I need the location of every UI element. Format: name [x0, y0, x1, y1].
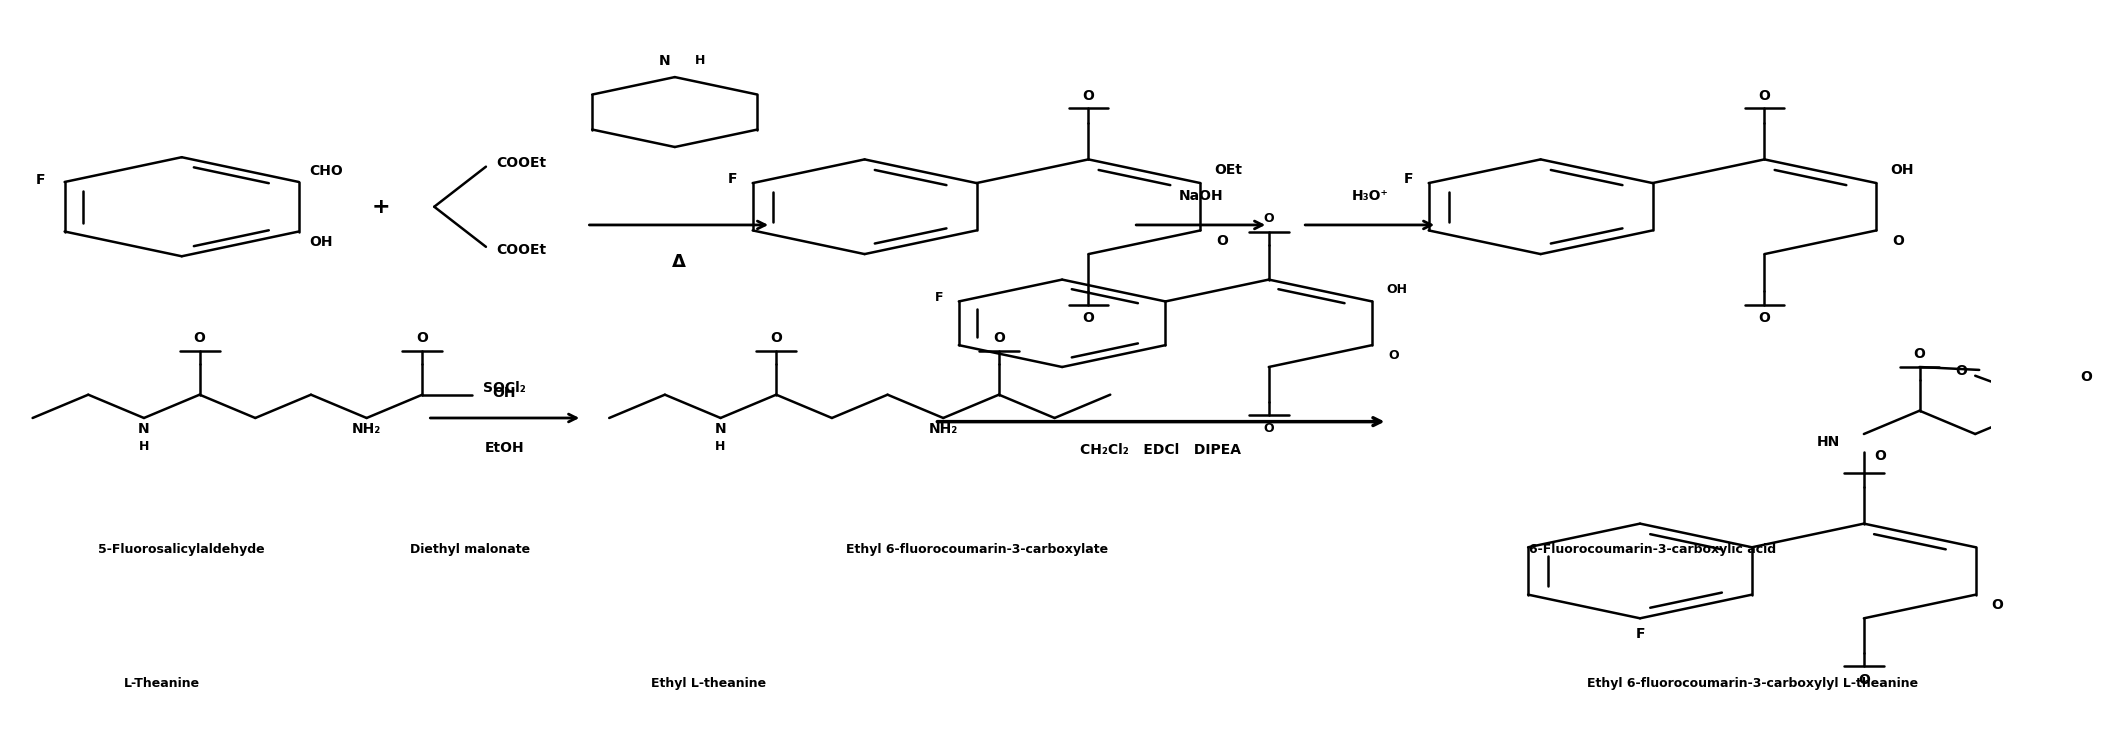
- Text: CH₂Cl₂   EDCl   DIPEA: CH₂Cl₂ EDCl DIPEA: [1080, 443, 1241, 457]
- Text: H: H: [694, 54, 705, 67]
- Text: F: F: [1403, 172, 1414, 186]
- Text: O: O: [194, 331, 205, 345]
- Text: N: N: [137, 421, 150, 436]
- Text: HN: HN: [1817, 435, 1840, 448]
- Text: OH: OH: [1891, 163, 1914, 177]
- Text: CHO: CHO: [308, 164, 342, 178]
- Text: F: F: [728, 172, 736, 186]
- Text: F: F: [36, 172, 44, 186]
- Text: N: N: [658, 54, 671, 68]
- Text: O: O: [1264, 421, 1274, 435]
- Text: 5-Fluorosalicylaldehyde: 5-Fluorosalicylaldehyde: [99, 543, 266, 556]
- Text: O: O: [770, 331, 783, 345]
- Text: O: O: [1215, 234, 1228, 248]
- Text: Ethyl 6-fluorocoumarin-3-carboxylate: Ethyl 6-fluorocoumarin-3-carboxylate: [846, 543, 1108, 556]
- Text: N: N: [715, 421, 726, 436]
- Text: H: H: [139, 440, 150, 453]
- Text: Ethyl L-theanine: Ethyl L-theanine: [652, 677, 766, 689]
- Text: O: O: [1758, 311, 1770, 325]
- Text: O: O: [1082, 311, 1095, 325]
- Text: SOCl₂: SOCl₂: [483, 381, 525, 395]
- Text: F: F: [1635, 627, 1646, 641]
- Text: L-Theanine: L-Theanine: [124, 677, 200, 689]
- Text: NH₂: NH₂: [352, 421, 382, 436]
- Text: OEt: OEt: [1213, 163, 1243, 177]
- Text: O: O: [1388, 349, 1399, 362]
- Text: OH: OH: [308, 235, 331, 249]
- Text: O: O: [1082, 89, 1095, 103]
- Text: COOEt: COOEt: [496, 244, 546, 258]
- Text: OH: OH: [492, 386, 515, 400]
- Text: Ethyl 6-fluorocoumarin-3-carboxylyl L-theanine: Ethyl 6-fluorocoumarin-3-carboxylyl L-th…: [1587, 677, 1918, 689]
- Text: O: O: [994, 331, 1004, 345]
- Text: O: O: [1956, 363, 1967, 377]
- Text: EtOH: EtOH: [485, 441, 525, 455]
- Text: O: O: [1992, 598, 2004, 612]
- Text: NaOH: NaOH: [1177, 189, 1224, 203]
- Text: COOEt: COOEt: [496, 156, 546, 170]
- Text: F: F: [935, 291, 943, 305]
- Text: H₃O⁺: H₃O⁺: [1350, 189, 1388, 203]
- Text: O: O: [1264, 212, 1274, 225]
- Text: O: O: [1893, 234, 1903, 248]
- Text: O: O: [1914, 347, 1926, 361]
- Text: NH₂: NH₂: [928, 421, 958, 436]
- Text: H: H: [715, 440, 726, 453]
- Text: O: O: [2080, 371, 2093, 385]
- Text: OH: OH: [1386, 283, 1407, 296]
- Text: O: O: [1874, 449, 1886, 463]
- Text: O: O: [1758, 89, 1770, 103]
- Text: O: O: [1859, 673, 1869, 687]
- Text: 6-Fluorocoumarin-3-carboxylic acid: 6-Fluorocoumarin-3-carboxylic acid: [1530, 543, 1777, 556]
- Text: O: O: [416, 331, 428, 345]
- Text: Diethyl malonate: Diethyl malonate: [409, 543, 530, 556]
- Text: Δ: Δ: [671, 252, 686, 271]
- Text: +: +: [371, 197, 390, 217]
